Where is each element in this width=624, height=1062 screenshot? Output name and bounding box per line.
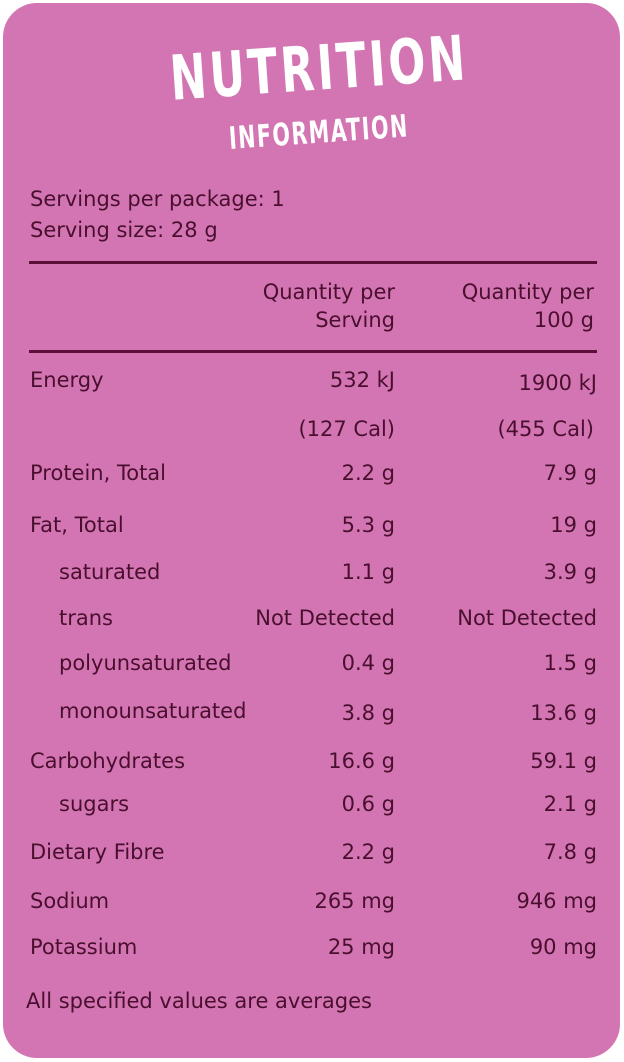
header-divider (29, 350, 597, 353)
row-per-100g: 2.1 g (543, 792, 597, 816)
row-per-serving: 16.6 g (328, 749, 395, 773)
row-per-100g: 19 g (550, 513, 597, 537)
row-per-serving: 532 kJ (329, 368, 395, 392)
row-label: Potassium (30, 935, 138, 959)
row-per-100g: (455 Cal) (497, 417, 594, 441)
header-per-serving: Quantity per Serving (263, 278, 395, 334)
row-per-100g: 3.9 g (543, 560, 597, 584)
footnote: All specified values are averages (26, 989, 372, 1013)
row-per-serving: 2.2 g (341, 840, 395, 864)
row-label: Energy (30, 368, 104, 392)
row-label: monounsaturated (59, 699, 247, 723)
row-per-serving: 0.6 g (341, 792, 395, 816)
row-per-serving: 5.3 g (341, 513, 395, 537)
header-per-serving-line2: Serving (315, 308, 395, 332)
row-per-serving: 0.4 g (341, 651, 395, 675)
header-per-100g-line1: Quantity per (461, 280, 594, 304)
row-label: polyunsaturated (59, 651, 232, 675)
row-label: Protein, Total (30, 461, 167, 485)
row-label: Fat, Total (30, 513, 124, 537)
serving-size: Serving size: 28 g (30, 218, 218, 242)
row-per-serving: Not Detected (255, 606, 395, 630)
row-label: trans (59, 606, 113, 630)
header-per-serving-line1: Quantity per (262, 280, 395, 304)
row-label: saturated (59, 560, 161, 584)
top-divider (29, 261, 597, 264)
row-label: Sodium (30, 889, 110, 913)
row-per-100g: 7.9 g (543, 461, 597, 485)
row-per-100g: 1.5 g (543, 651, 597, 675)
row-per-100g: 946 mg (516, 889, 597, 913)
row-per-serving: 1.1 g (341, 560, 395, 584)
servings-per-package: Servings per package: 1 (30, 187, 285, 211)
row-label: sugars (59, 792, 130, 816)
nutrition-panel (3, 3, 620, 1058)
row-label: Dietary Fibre (30, 840, 165, 864)
row-label: Carbohydrates (30, 749, 186, 773)
row-per-serving: 25 mg (327, 935, 395, 959)
header-per-100g-line2: 100 g (533, 308, 594, 332)
row-per-100g: 1900 kJ (518, 371, 597, 395)
header-per-100g: Quantity per 100 g (462, 278, 594, 334)
row-per-100g: 13.6 g (530, 701, 597, 725)
row-per-serving: 2.2 g (341, 461, 395, 485)
row-per-serving: (127 Cal) (298, 417, 395, 441)
row-per-100g: Not Detected (457, 606, 597, 630)
row-per-100g: 7.8 g (543, 840, 597, 864)
row-per-100g: 59.1 g (530, 749, 597, 773)
row-per-serving: 3.8 g (341, 701, 395, 725)
row-per-serving: 265 mg (314, 889, 395, 913)
row-per-100g: 90 mg (529, 935, 597, 959)
